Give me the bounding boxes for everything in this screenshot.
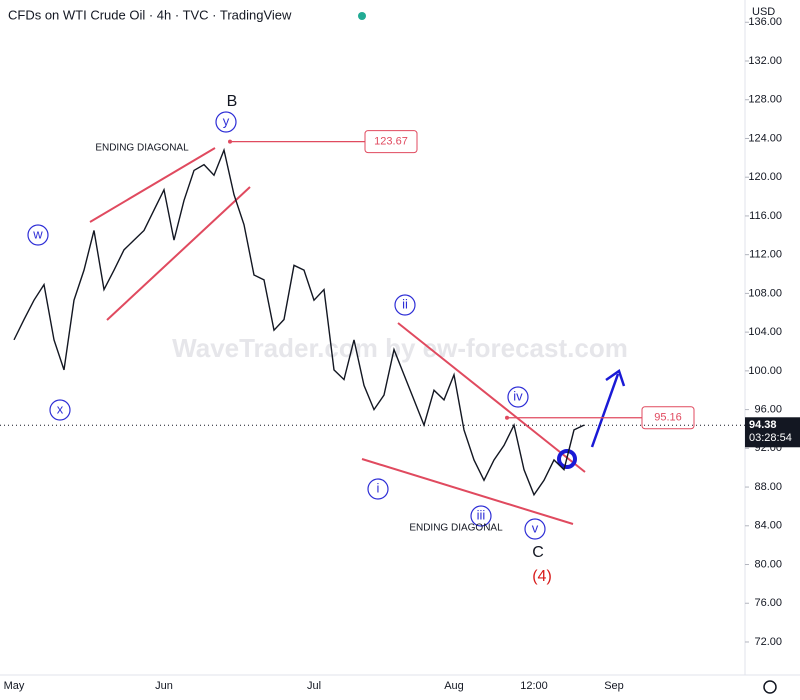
price-line (13, 147, 585, 497)
status-dot (358, 12, 366, 20)
forecast-arrow (557, 369, 626, 469)
wave-label: w (32, 226, 43, 241)
y-tick-label: 100.00 (748, 365, 782, 377)
y-tick-label: 124.00 (748, 132, 782, 144)
wave-label: iv (513, 388, 523, 403)
trendline (397, 322, 586, 473)
y-tick-label: 108.00 (748, 287, 782, 299)
wave-label: iii (477, 507, 486, 522)
y-tick-label: 136.00 (748, 16, 782, 28)
trendlines (89, 147, 586, 525)
y-tick-label: 120.00 (748, 171, 782, 183)
settings-icon[interactable] (763, 680, 777, 694)
arrow-head (605, 369, 626, 387)
wave-circle (507, 386, 529, 408)
pattern-label: ENDING DIAGONAL (95, 143, 189, 154)
major-label: (4) (532, 568, 552, 585)
y-tick-label: 116.00 (749, 210, 782, 222)
wave-circle (27, 224, 49, 246)
x-tick-label: Jul (307, 680, 321, 692)
last-price-box (745, 417, 800, 448)
wave-label: y (223, 113, 230, 128)
wave-circle (367, 478, 389, 500)
breakout-circle (557, 449, 577, 469)
y-tick-label: 96.00 (754, 403, 782, 415)
wave-circle (394, 294, 416, 316)
major-label: B (227, 93, 238, 110)
level-label: 95.16 (654, 412, 682, 424)
wave-label: ii (402, 296, 408, 311)
y-tick-label: 128.00 (748, 94, 782, 106)
y-tick-label: 104.00 (748, 326, 782, 338)
wave-label: i (377, 480, 380, 495)
level-label: 123.67 (374, 136, 408, 148)
x-tick-label: Aug (444, 680, 464, 692)
y-tick-label: 112.00 (749, 249, 782, 261)
arrow-shaft (590, 373, 620, 448)
wave-circle (49, 399, 71, 421)
y-tick-label: 76.00 (754, 597, 782, 609)
trendline (361, 458, 574, 525)
y-tick-label: 84.00 (754, 520, 782, 532)
wave-label: x (57, 401, 64, 416)
wave-circle (524, 518, 546, 540)
watermark: WaveTrader.com by ew-forecast.com (172, 333, 628, 363)
wave-circle (470, 505, 492, 527)
trendline (89, 147, 216, 223)
y-tick-label: 88.00 (754, 481, 782, 493)
trendline (106, 186, 251, 321)
chart-title: CFDs on WTI Crude Oil · 4h · TVC · Tradi… (8, 7, 292, 22)
major-label: C (532, 544, 544, 561)
wave-labels: w x y ii iv i iii v B C (4) ENDING DIAGO… (27, 93, 552, 585)
level-box (364, 130, 418, 154)
y-tick-label: 132.00 (748, 55, 782, 67)
countdown: 03:28:54 (749, 432, 792, 444)
y-tick-label: 80.00 (754, 558, 782, 570)
level-box (641, 406, 695, 430)
wave-label: v (532, 520, 539, 535)
currency: USD (752, 6, 775, 18)
x-tick-label: Sep (604, 680, 624, 692)
x-tick-label: 12:00 (520, 680, 548, 692)
x-tick-label: Jun (155, 680, 173, 692)
level-anchor (228, 139, 232, 144)
wave-circle (215, 111, 237, 133)
last-price-label: 94.38 (749, 419, 777, 431)
pattern-label: ENDING DIAGONAL (409, 523, 503, 534)
x-tick-label: May (4, 680, 25, 692)
y-tick-label: 72.00 (754, 636, 782, 648)
level-anchor (505, 415, 509, 420)
